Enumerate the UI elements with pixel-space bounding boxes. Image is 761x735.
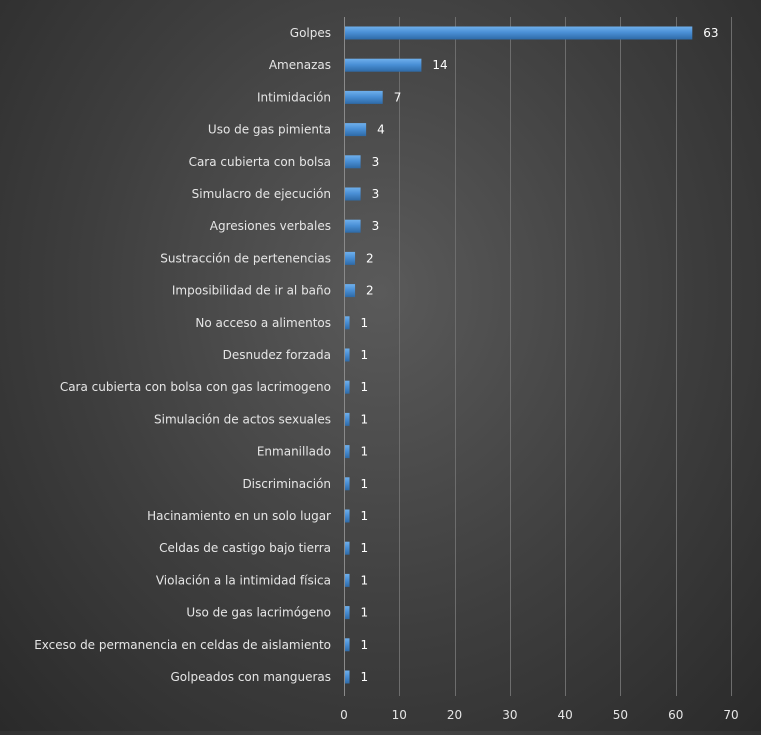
category-label: Golpeados con mangueras [170,670,331,684]
bar [345,123,367,137]
data-label: 3 [372,187,380,201]
data-label: 1 [361,638,369,652]
bar [345,26,693,40]
category-label: Enmanillado [257,445,331,459]
category-label: Hacinamiento en un solo lugar [147,509,331,523]
data-label: 4 [377,123,385,137]
bar [345,670,350,684]
bar [345,412,350,426]
x-tick-label: 30 [502,708,517,722]
data-label: 1 [361,670,369,684]
bar [345,348,350,362]
data-label: 2 [366,251,374,265]
data-label: 1 [361,477,369,491]
data-label: 3 [372,219,380,233]
category-label: Sustracción de pertenencias [160,251,331,265]
x-axis-tick-labels: 0 10 20 30 40 50 60 70 [340,708,738,722]
category-label: Cara cubierta con bolsa con gas lacrimog… [60,380,331,394]
bar [345,573,350,587]
bar [345,284,356,298]
category-label: Violación a la intimidad física [156,573,331,587]
x-tick-label: 20 [447,708,462,722]
data-label: 3 [372,155,380,169]
data-label: 1 [361,541,369,555]
data-label: 1 [361,412,369,426]
bar [345,445,350,459]
bar [345,509,350,523]
x-tick-label: 10 [392,708,407,722]
category-label: Amenazas [269,58,331,72]
category-label: Desnudez forzada [223,348,331,362]
data-label: 63 [703,26,718,40]
category-label: Discriminación [242,477,331,491]
bar [345,380,350,394]
bar [345,155,361,169]
category-label: Celdas de castigo bajo tierra [159,541,331,555]
data-label: 1 [361,380,369,394]
bar [345,477,350,491]
bar [345,219,361,233]
category-label: Agresiones verbales [210,219,331,233]
bar [345,58,422,72]
category-label: Exceso de permanencia en celdas de aisla… [34,638,331,652]
data-label: 1 [361,316,369,330]
bar [345,90,383,104]
category-label: Golpes [290,26,331,40]
bar [345,638,350,652]
bar [345,187,361,201]
category-label: Imposibilidad de ir al baño [172,284,331,298]
data-label: 1 [361,509,369,523]
bar [345,251,356,265]
data-label: 7 [394,90,402,104]
data-label: 1 [361,606,369,620]
x-tick-label: 0 [340,708,348,722]
grid-lines [399,17,732,696]
category-label: Simulación de actos sexuales [154,412,331,426]
data-label: 1 [361,445,369,459]
bar [345,316,350,330]
data-label: 2 [366,284,374,298]
data-label: 14 [432,58,447,72]
x-tick-label: 50 [613,708,628,722]
x-tick-label: 70 [723,708,738,722]
category-label: Uso de gas pimienta [208,123,331,137]
category-label: No acceso a alimentos [195,316,331,330]
bar [345,606,350,620]
data-label: 1 [361,348,369,362]
data-labels: 63 14 7 4 3 3 3 2 2 1 1 1 1 1 1 1 1 1 1 1 1 [361,26,719,684]
category-label: Cara cubierta con bolsa [189,155,331,169]
category-label: Uso de gas lacrimógeno [186,606,331,620]
category-labels: Golpes Amenazas Intimidación Uso de gas pim… [34,26,331,684]
category-label: Intimidación [257,90,331,104]
x-tick-label: 60 [668,708,683,722]
data-label: 1 [361,573,369,587]
bar [345,541,350,555]
x-tick-label: 40 [558,708,573,722]
category-label: Simulacro de ejecución [192,187,331,201]
bars [345,26,693,684]
